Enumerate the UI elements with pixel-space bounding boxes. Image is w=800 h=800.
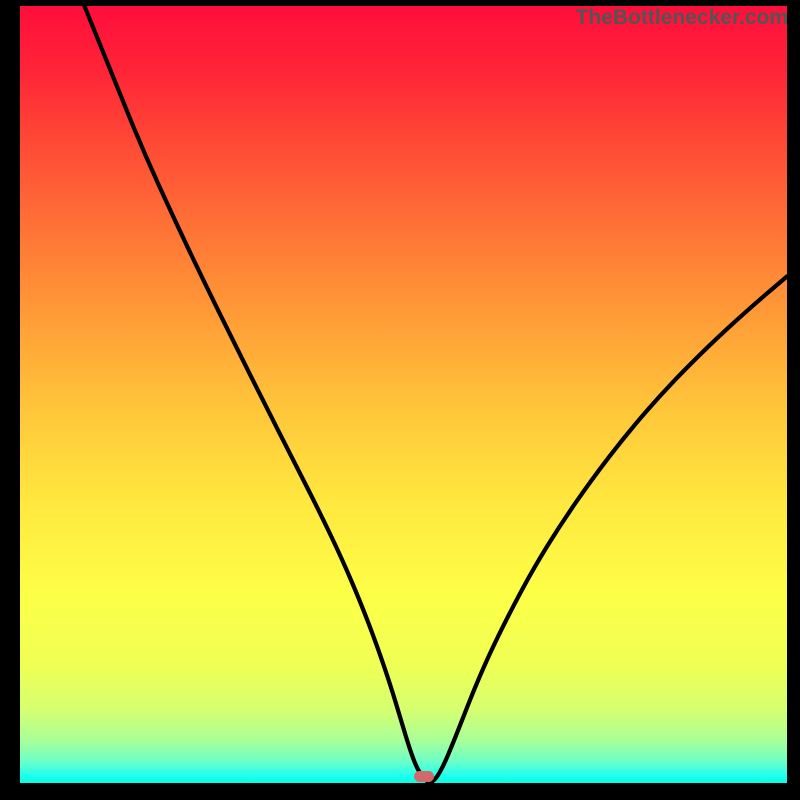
- watermark-text: TheBottlenecker.com: [576, 6, 788, 30]
- bottleneck-curve: [84, 6, 787, 782]
- curve-layer: [20, 6, 787, 783]
- chart-container: TheBottlenecker.com: [0, 0, 800, 800]
- optimum-marker: [414, 771, 434, 782]
- plot-area: [20, 6, 787, 783]
